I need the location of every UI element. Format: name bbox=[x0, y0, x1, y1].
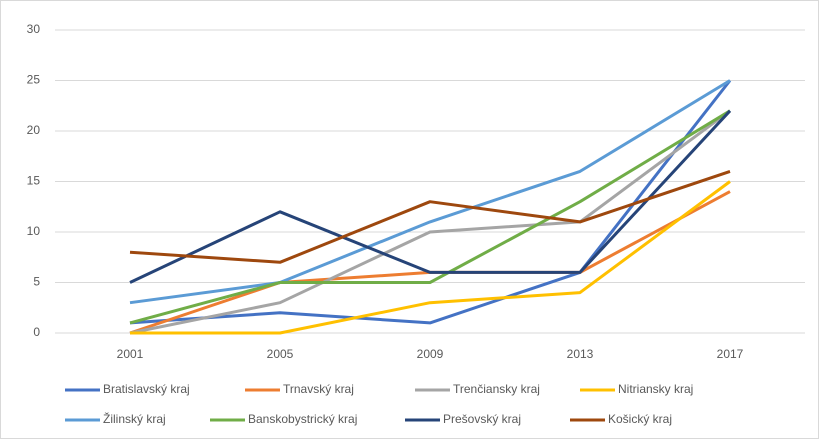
x-tick-label: 2005 bbox=[267, 347, 294, 361]
series-line bbox=[129, 109, 731, 325]
legend-label: Bratislavský kraj bbox=[103, 382, 190, 396]
series-line bbox=[129, 109, 732, 284]
x-tick-label: 2009 bbox=[417, 347, 444, 361]
x-tick-label: 2013 bbox=[567, 347, 594, 361]
y-tick-label: 20 bbox=[27, 123, 41, 137]
legend-label: Košický kraj bbox=[608, 412, 672, 426]
series-line bbox=[130, 180, 731, 335]
series-line bbox=[129, 79, 732, 325]
legend-label: Trenčiansky kraj bbox=[453, 382, 540, 396]
x-tick-label: 2017 bbox=[717, 347, 744, 361]
y-tick-label: 0 bbox=[33, 325, 40, 339]
y-tick-label: 15 bbox=[27, 174, 41, 188]
series-line bbox=[129, 169, 731, 264]
x-tick-label: 2001 bbox=[117, 347, 144, 361]
y-tick-label: 5 bbox=[33, 275, 40, 289]
series-line bbox=[129, 109, 731, 335]
legend-label: Trnavský kraj bbox=[283, 382, 354, 396]
y-tick-label: 10 bbox=[27, 224, 41, 238]
legend-label: Žilinský kraj bbox=[103, 411, 166, 426]
series-line bbox=[129, 79, 731, 305]
legend-label: Prešovský kraj bbox=[443, 412, 521, 426]
y-tick-label: 25 bbox=[27, 73, 41, 87]
legend-label: Nitriansky kraj bbox=[618, 382, 693, 396]
y-tick-label: 30 bbox=[27, 22, 41, 36]
legend-label: Banskobystrický kraj bbox=[248, 412, 357, 426]
